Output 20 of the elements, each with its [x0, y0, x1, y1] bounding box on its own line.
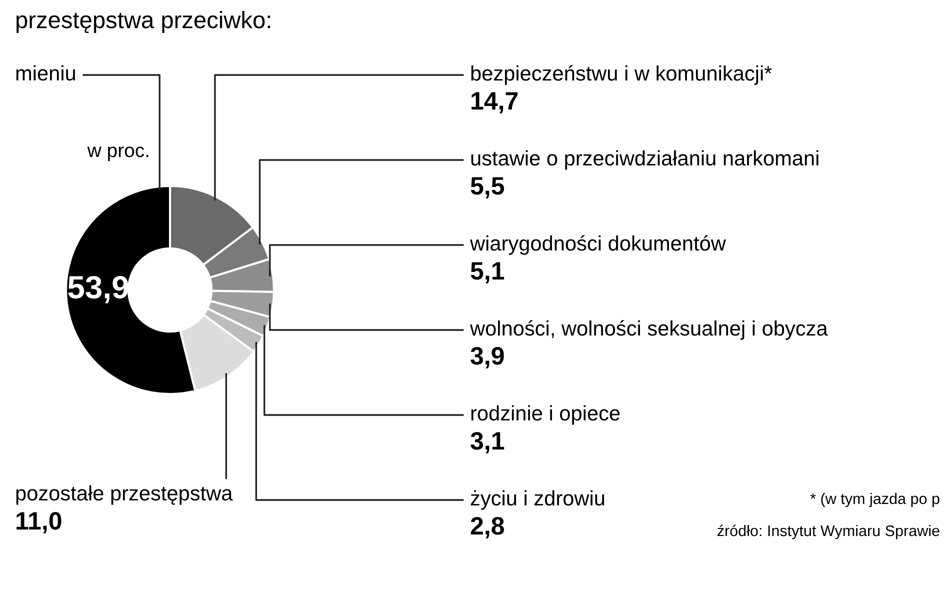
chart-title: przestępstwa przeciwko:: [16, 10, 270, 34]
data-label: 2,8: [470, 517, 504, 538]
text: źródło: Instytut Wymiaru Sprawie: [717, 524, 940, 540]
data-label: 3,9: [470, 347, 504, 368]
slice-label: ustawie o przeciwdziałaniu narkomani: [471, 150, 818, 170]
data-label: 5,5: [470, 177, 504, 198]
slice-label: bezpieczeństwu i w komunikacji*: [471, 65, 772, 85]
text: * (w tym jazda po p: [810, 492, 940, 508]
data-label: 14,7: [472, 92, 518, 114]
slice-label: rodzinie i opiece: [471, 405, 620, 425]
slice-label: życiu i zdrowiu: [470, 490, 604, 510]
data-label: 3,1: [470, 432, 504, 454]
slice-label: pozostałe przestępstwa: [16, 485, 233, 505]
data-label: 11,0: [16, 512, 62, 534]
slice-label: mieniu: [16, 65, 75, 81]
slice-label: wolności, wolności seksualnej i obycza: [470, 320, 828, 340]
slice-label: wiarygodności dokumentów: [470, 235, 726, 255]
data-label: 5,1: [470, 262, 504, 284]
data-label: 53,9: [68, 276, 128, 304]
text: w proc.: [87, 146, 148, 162]
